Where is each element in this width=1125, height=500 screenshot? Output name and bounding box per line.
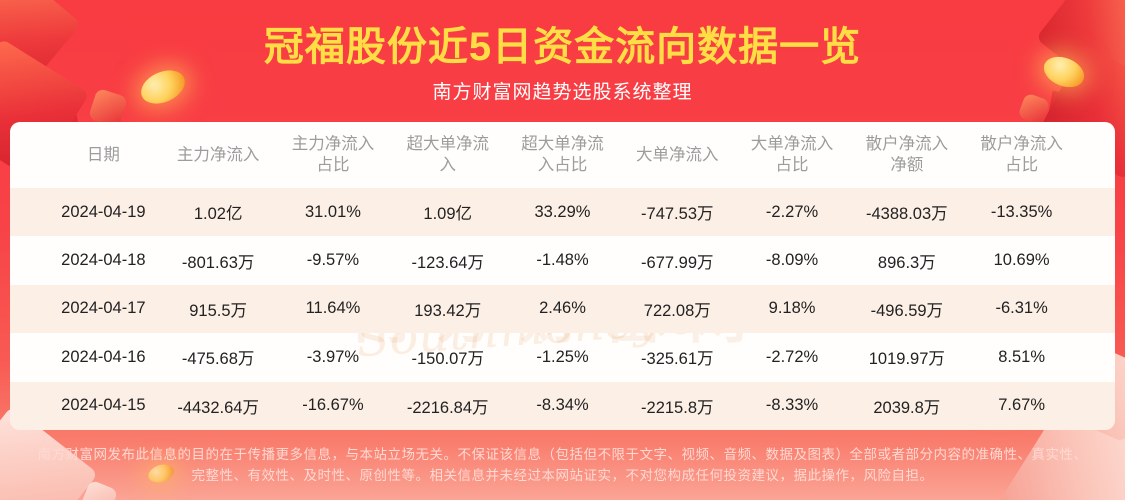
cell-value: -4432.64万 <box>177 398 259 417</box>
cell-value: -496.59万 <box>870 301 944 320</box>
col-header-retail-net-inflow-pct: 散户净流入 占比 <box>980 135 1063 174</box>
cell-value: -2.27% <box>765 202 819 221</box>
cell-value: 8.51% <box>998 347 1045 366</box>
table-row: 2024-04-17 915.5万 11.64% 193.42万 2.46% 7… <box>10 284 1115 334</box>
cell-value: -16.67% <box>302 396 364 415</box>
col-header-retail-net-inflow: 散户净流入 净额 <box>865 135 949 174</box>
cell-value: -747.53万 <box>641 205 714 224</box>
cell-value: 10.69% <box>993 251 1050 270</box>
cell-value: -4388.03万 <box>866 205 948 224</box>
cell-value: 915.5万 <box>189 301 248 320</box>
col-header-xl-order-net-inflow: 超大单净流 入 <box>406 135 489 174</box>
cell-value: -8.34% <box>536 396 589 415</box>
disclaimer-line2: 完整性、有效性、及时性、原创性等。相关信息并未经过本网站证实，不对您构成任何投资… <box>191 468 934 483</box>
disclaimer: 南方财富网发布此信息的目的在于传播更多信息，与本站立场无关。不保证该信息（包括但… <box>0 444 1125 486</box>
cell-value: 1019.97万 <box>868 350 945 369</box>
table-row: 2024-04-18 -801.63万 -9.57% -123.64万 -1.4… <box>10 236 1115 284</box>
cell-value: -1.48% <box>536 251 589 270</box>
cell-value: 1.09亿 <box>423 205 473 224</box>
cell-value: -325.61万 <box>641 350 714 369</box>
col-header-main-net-inflow-pct: 主力净流入 占比 <box>291 135 375 174</box>
cell-value: 2039.8万 <box>873 398 941 417</box>
cell-value: -2.72% <box>765 347 819 366</box>
cell-value: -3.97% <box>306 347 360 366</box>
cell-date: 2024-04-19 <box>61 202 146 221</box>
cell-value: -6.31% <box>995 299 1048 318</box>
cell-value: -8.33% <box>765 396 819 415</box>
fund-flow-table: 南方财富网 Southmoney.com 日期 主力净流入 主力净流入 占比 超… <box>10 122 1115 430</box>
cell-date: 2024-04-17 <box>61 299 146 318</box>
cell-value: 31.01% <box>304 202 361 221</box>
cell-date: 2024-04-18 <box>61 251 146 270</box>
cell-value: -9.57% <box>306 251 360 270</box>
cell-value: -8.09% <box>765 251 819 270</box>
col-header-date: 日期 <box>86 145 120 164</box>
cell-value: -2215.8万 <box>641 398 714 417</box>
cell-value: -475.68万 <box>181 350 255 369</box>
cell-date: 2024-04-16 <box>61 347 146 366</box>
cell-value: 9.18% <box>768 299 816 318</box>
col-header-xl-order-net-inflow-pct: 超大单净流 入占比 <box>521 135 604 174</box>
cell-value: -677.99万 <box>641 253 714 272</box>
cell-value: 722.08万 <box>643 301 711 320</box>
col-header-large-order-net-inflow-pct: 大单净流入 占比 <box>750 135 834 174</box>
table-row: 2024-04-15 -4432.64万 -16.67% -2216.84万 -… <box>10 381 1115 430</box>
table-row: 2024-04-19 1.02亿 31.01% 1.09亿 33.29% -74… <box>10 188 1115 237</box>
cell-value: 11.64% <box>305 299 361 318</box>
col-header-large-order-net-inflow: 大单净流入 <box>636 145 719 164</box>
table-row: 2024-04-16 -475.68万 -3.97% -150.07万 -1.2… <box>10 333 1115 381</box>
table-header-row: 日期 主力净流入 主力净流入 占比 超大单净流 入 超大单净流 入占比 大单净流… <box>10 122 1115 188</box>
cell-value: -13.35% <box>990 202 1053 221</box>
cell-value: -150.07万 <box>411 350 484 369</box>
cell-value: -801.63万 <box>181 253 255 272</box>
disclaimer-line1: 南方财富网发布此信息的目的在于传播更多信息，与本站立场无关。不保证该信息（包括但… <box>37 447 1088 462</box>
col-header-main-net-inflow: 主力净流入 <box>176 145 260 164</box>
cell-value: 896.3万 <box>877 253 936 272</box>
page-subtitle: 南方财富网趋势选股系统整理 <box>432 82 693 103</box>
cell-date: 2024-04-15 <box>61 396 146 415</box>
cell-value: 1.02亿 <box>193 205 243 224</box>
page-title: 冠福股份近5日资金流向数据一览 <box>263 25 862 69</box>
cell-value: 2.46% <box>539 299 586 318</box>
cell-value: -2216.84万 <box>406 398 489 417</box>
cell-value: 193.42万 <box>414 301 482 320</box>
cell-value: 7.67% <box>998 396 1045 415</box>
cell-value: 33.29% <box>534 202 591 221</box>
cell-value: -123.64万 <box>411 253 484 272</box>
cell-value: -1.25% <box>536 347 589 366</box>
